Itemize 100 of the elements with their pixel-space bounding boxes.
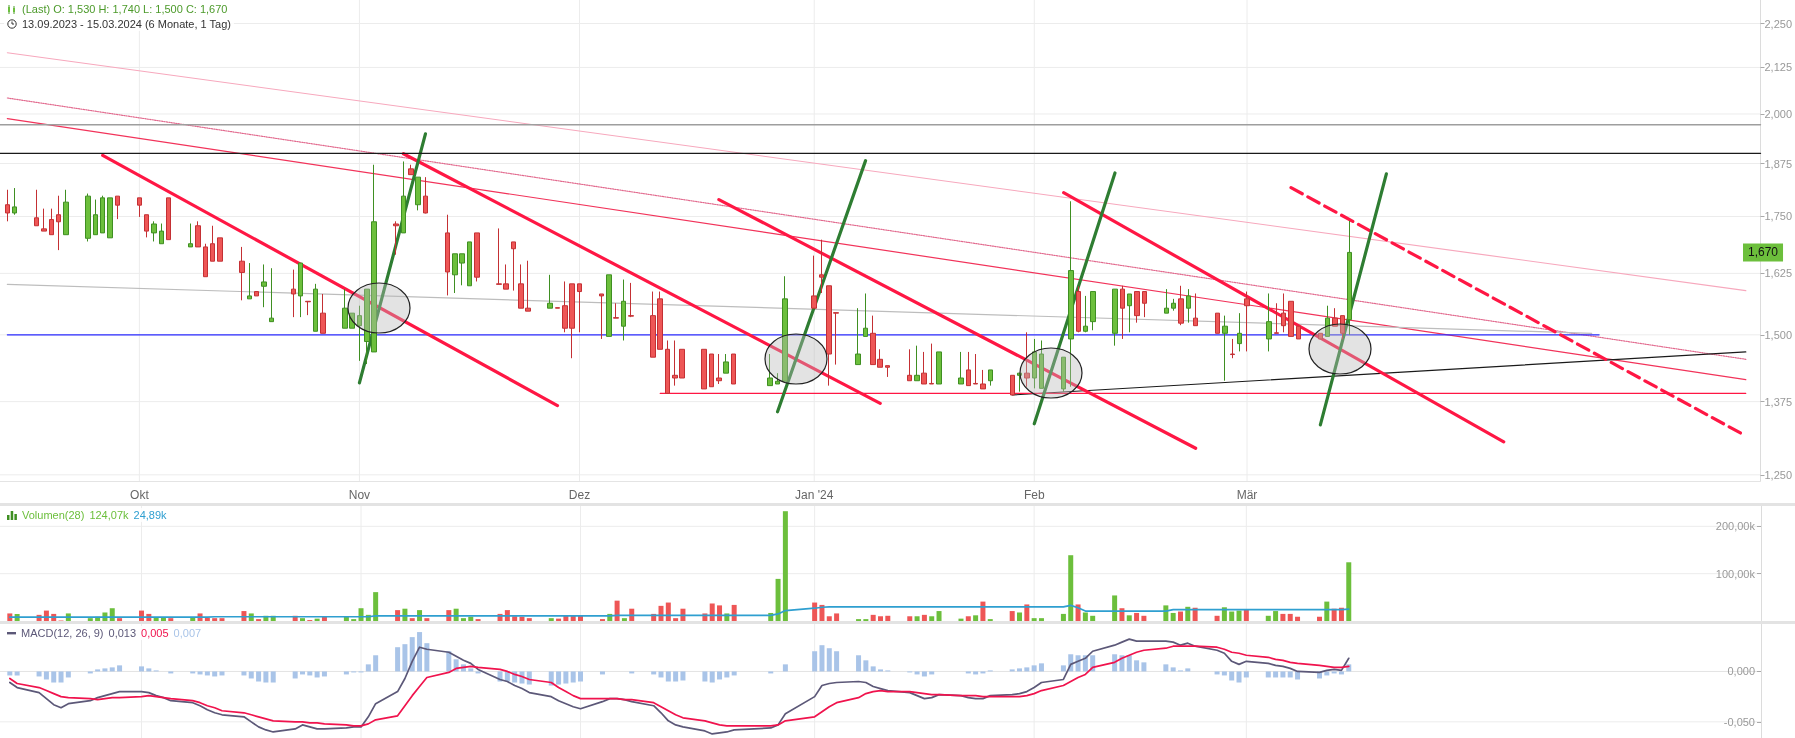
candlestick [1244,291,1250,352]
candlestick [1325,305,1330,337]
bar [1024,667,1030,672]
bar [1185,668,1191,672]
bar [929,671,935,675]
bar [1287,671,1293,678]
bar [834,651,840,672]
bar [1287,613,1293,621]
bar [629,671,635,674]
bar [299,618,305,621]
bar [775,578,781,621]
candlestick [1347,220,1352,336]
candlestick [210,225,215,262]
bar [768,671,774,674]
bar [965,616,971,621]
bar [826,616,832,621]
bar [190,671,196,674]
bar [1009,669,1015,672]
candlestick [144,214,149,238]
candlestick [151,220,157,242]
candlestick [1237,312,1242,352]
candlestick [1120,285,1125,340]
candlestick [401,160,406,234]
bar [1163,664,1169,672]
bar [1273,611,1279,621]
bar [1060,665,1066,672]
y-tick-label: 0,000 [1727,665,1755,678]
bar [1038,618,1044,621]
bar [1126,615,1132,621]
candlestick [5,189,10,222]
bar [87,618,93,621]
bar [460,618,466,621]
bar [270,671,276,683]
annotation: 0,007 [173,627,202,639]
bar [665,671,671,682]
y-tick-label: 1,375 [1764,395,1792,408]
bar [1060,613,1066,621]
candlestick [936,351,942,385]
bar [1038,663,1044,672]
bar [109,667,115,672]
bar [921,671,927,677]
bar [1141,662,1147,672]
line-series [8,604,1350,619]
x-tick-label: Nov [348,488,371,502]
candlestick [665,340,670,394]
bar [87,671,93,674]
y-tick-label: 1,750 [1764,210,1792,223]
bar [219,671,225,676]
bar [1082,612,1088,621]
candlestick [1090,291,1096,331]
bar [914,616,920,621]
bar [424,643,430,672]
bar [1295,616,1301,621]
line-series [8,638,1350,735]
bar [570,671,576,683]
bar [578,671,584,682]
bar [878,669,883,672]
bar [256,671,262,682]
candlestick [254,291,259,297]
bar [819,604,825,621]
bar [1280,671,1286,678]
candlestick [709,353,714,388]
candlestick [966,351,971,387]
candlestick [239,246,245,301]
candlestick [166,197,171,241]
bar [556,671,562,685]
bar [424,618,430,621]
candlestick [1296,325,1301,340]
annotation: 0,013 [108,627,137,639]
y-tick-label: 2,000 [1764,107,1792,120]
bar [168,618,174,621]
bar [1185,606,1191,621]
bar [117,618,123,621]
candlestick [1178,285,1184,326]
bar [834,613,840,621]
bar [1221,607,1227,621]
candlestick [1017,372,1022,393]
bar [914,671,920,675]
candlestick [107,197,113,239]
candlestick [291,269,296,318]
bar [1229,671,1235,681]
bar [1134,660,1140,672]
candlestick [261,263,267,308]
candlestick [819,239,824,294]
bar [1112,595,1118,621]
candlestick [988,369,993,387]
bar [519,616,525,621]
candlestick [1332,307,1338,327]
bar [856,655,862,672]
bar [1126,655,1132,672]
candlestick [415,176,421,211]
bar [409,618,415,621]
bar [197,671,203,675]
bar [1338,607,1344,621]
bar [599,671,605,675]
candlestick [1230,338,1235,359]
candlestick [628,282,634,318]
bar [314,671,320,678]
bar [782,511,788,621]
bar [702,671,708,682]
